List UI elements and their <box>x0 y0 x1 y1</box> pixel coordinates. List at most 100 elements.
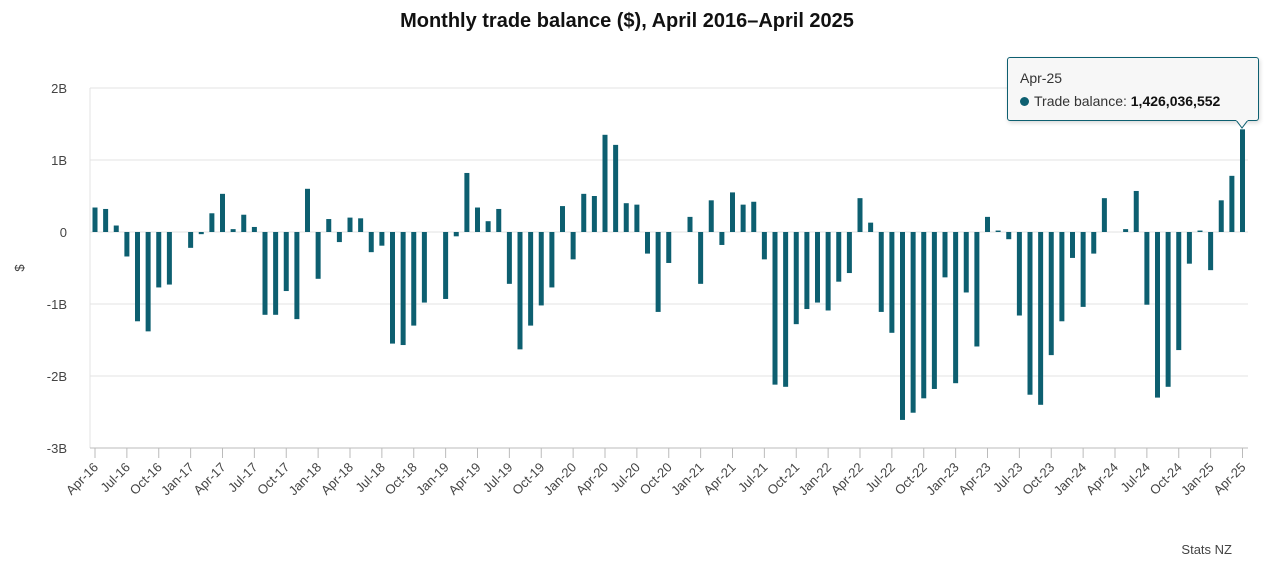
bar[interactable] <box>836 232 842 282</box>
bar[interactable] <box>103 208 109 232</box>
bar[interactable] <box>1027 232 1033 395</box>
bar[interactable] <box>1038 232 1044 405</box>
bar[interactable] <box>910 232 916 413</box>
bar[interactable] <box>1133 190 1139 232</box>
bar[interactable] <box>889 232 895 333</box>
bar[interactable] <box>464 172 470 232</box>
bar[interactable] <box>687 216 693 232</box>
bar[interactable] <box>1016 232 1022 316</box>
bar[interactable] <box>273 232 279 315</box>
bar[interactable] <box>985 216 990 232</box>
bar[interactable] <box>411 232 417 326</box>
bar[interactable] <box>846 232 852 274</box>
bar[interactable] <box>591 196 597 232</box>
bar[interactable] <box>485 221 491 232</box>
bar[interactable] <box>1165 232 1171 387</box>
bar[interactable] <box>974 232 980 347</box>
bar[interactable] <box>751 201 757 232</box>
bar[interactable] <box>145 232 151 332</box>
bar[interactable] <box>1176 232 1182 351</box>
bar[interactable] <box>188 232 194 248</box>
bar[interactable] <box>209 213 215 232</box>
bar[interactable] <box>761 232 767 260</box>
bar[interactable] <box>538 232 544 306</box>
bar[interactable] <box>1070 232 1075 258</box>
bar[interactable] <box>1208 232 1214 271</box>
bar[interactable] <box>645 232 650 254</box>
bar[interactable] <box>560 206 565 232</box>
bar[interactable] <box>262 232 268 315</box>
bar[interactable] <box>390 232 395 344</box>
bar[interactable] <box>613 144 619 232</box>
bar[interactable] <box>581 193 587 232</box>
bar[interactable] <box>1197 230 1203 232</box>
bar[interactable] <box>400 232 406 346</box>
bar[interactable] <box>528 232 534 326</box>
bar[interactable] <box>868 222 874 232</box>
bar[interactable] <box>230 229 236 232</box>
bar[interactable] <box>634 204 640 232</box>
bar[interactable] <box>921 232 927 399</box>
bar[interactable] <box>305 188 310 232</box>
bar[interactable] <box>730 192 735 232</box>
bar[interactable] <box>1059 232 1065 322</box>
bar[interactable] <box>135 232 140 322</box>
bar[interactable] <box>443 232 449 299</box>
bar[interactable] <box>1186 232 1192 264</box>
bar[interactable] <box>1006 232 1012 240</box>
bar[interactable] <box>198 232 204 235</box>
bar[interactable] <box>602 134 608 232</box>
bar[interactable] <box>857 198 863 232</box>
bar[interactable] <box>995 230 1001 232</box>
bar[interactable] <box>931 232 937 389</box>
bar[interactable] <box>336 232 342 243</box>
bar[interactable] <box>1101 198 1107 232</box>
bar[interactable] <box>900 232 905 420</box>
bar[interactable] <box>347 217 353 232</box>
bar[interactable] <box>475 207 480 232</box>
bar[interactable] <box>878 232 884 312</box>
bar[interactable] <box>358 218 364 232</box>
bar[interactable] <box>942 232 948 278</box>
bar[interactable] <box>453 232 459 237</box>
bar[interactable] <box>953 232 959 384</box>
bar[interactable] <box>506 232 512 284</box>
bar[interactable] <box>1155 232 1160 398</box>
bar[interactable] <box>294 232 300 320</box>
bar[interactable] <box>241 214 247 232</box>
bar[interactable] <box>963 232 969 293</box>
bar[interactable] <box>1080 232 1086 307</box>
bar[interactable] <box>793 232 799 325</box>
bar[interactable] <box>815 232 820 303</box>
bar[interactable] <box>740 204 746 232</box>
bar[interactable] <box>1091 232 1097 254</box>
bar[interactable] <box>549 232 555 288</box>
bar[interactable] <box>113 225 119 232</box>
bar[interactable] <box>1048 232 1054 356</box>
bar[interactable] <box>124 232 130 257</box>
bar[interactable] <box>368 232 374 253</box>
bar[interactable] <box>496 208 502 232</box>
bar[interactable] <box>570 232 576 260</box>
bar[interactable] <box>1240 129 1245 232</box>
bar[interactable] <box>1218 200 1224 232</box>
bar[interactable] <box>315 232 321 279</box>
bar[interactable] <box>1229 175 1235 232</box>
bar[interactable] <box>655 232 661 312</box>
bar[interactable] <box>804 232 810 310</box>
bar[interactable] <box>220 193 225 232</box>
bar[interactable] <box>783 232 789 387</box>
bar[interactable] <box>379 232 385 246</box>
bar[interactable] <box>698 232 704 284</box>
bar[interactable] <box>156 232 162 288</box>
bar[interactable] <box>719 232 725 245</box>
bar[interactable] <box>708 200 714 232</box>
bar[interactable] <box>166 232 172 285</box>
bar[interactable] <box>666 232 672 263</box>
bar[interactable] <box>251 226 257 232</box>
bar[interactable] <box>283 232 289 292</box>
bar[interactable] <box>326 219 332 232</box>
bar[interactable] <box>623 203 629 232</box>
bar[interactable] <box>825 232 831 311</box>
bar[interactable] <box>1144 232 1150 305</box>
